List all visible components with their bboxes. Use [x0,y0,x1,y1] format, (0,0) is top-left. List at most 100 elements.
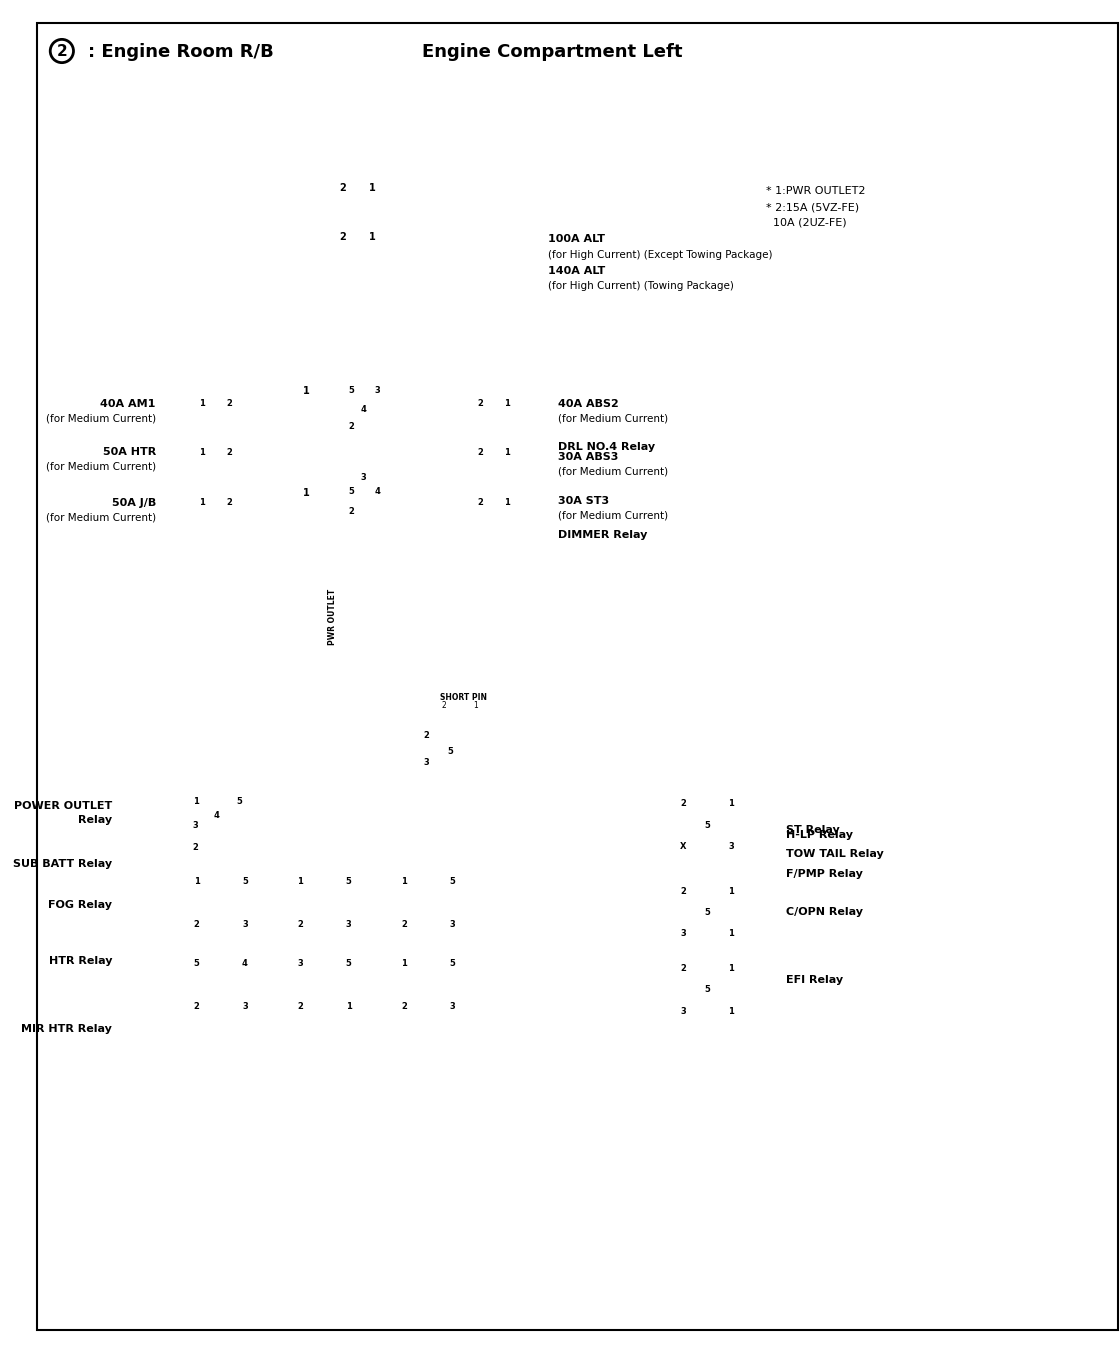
Text: 5: 5 [346,959,352,969]
Text: 1: 1 [474,701,478,709]
Bar [234,954,255,974]
Bar [248,618,301,643]
Text: 5: 5 [704,908,710,917]
Text: 2 30A 1: 2 30A 1 [452,645,483,652]
Text: 1 30A 2: 1 30A 2 [259,628,289,633]
Bar [578,782,781,1034]
Text: 3: 3 [423,758,429,767]
Bar [338,954,360,974]
Bar [343,503,361,520]
Text: 3: 3 [297,959,304,969]
Text: 2
D-C
5A: 2 D-C 5A [317,668,327,685]
Bar [721,794,743,813]
Text: 2: 2 [56,43,67,58]
Text: 2
RADIO
10A: 2 RADIO 10A [343,668,361,685]
Text: DRL NO.4 Relay: DRL NO.4 Relay [558,442,655,452]
Text: 2: 2 [441,701,446,709]
Bar [416,752,437,773]
Bar [672,924,693,943]
Bar [376,612,390,656]
Text: 3: 3 [449,920,455,928]
Bar [393,997,414,1016]
Text: 5: 5 [348,487,355,497]
Bar [160,114,772,1024]
Text: Engine Compartment Left: Engine Compartment Left [422,43,683,61]
Text: 1 20A 2: 1 20A 2 [259,574,289,579]
Bar [345,612,358,656]
Bar [672,1001,693,1022]
Bar [664,786,750,865]
Bar [234,915,255,934]
Bar [361,612,374,656]
Bar [441,687,485,708]
Text: 5: 5 [194,959,199,969]
Bar [248,591,301,616]
Text: 30A ABS3: 30A ABS3 [558,452,618,461]
Text: 2: 2 [339,231,346,242]
Text: 1: 1 [728,800,735,809]
Bar [476,441,497,464]
Bar [295,718,308,767]
Bar [280,372,333,410]
Bar [441,613,495,635]
Text: 100A ALT: 100A ALT [549,234,605,244]
Text: EFI NO.1: EFI NO.1 [455,629,482,635]
Text: 1: 1 [302,488,309,498]
Text: 1: 1 [297,877,304,886]
Bar [664,874,750,951]
Text: 2: 2 [194,920,199,928]
Text: 1: 1 [728,1007,735,1016]
Bar [178,782,263,854]
Text: POWER OUTLET: POWER OUTLET [13,801,112,810]
Bar [501,491,522,514]
Text: SHORT PIN: SHORT PIN [439,693,486,702]
Text: 15A
1: 15A 1 [362,628,373,639]
Text: TOWING: TOWING [455,679,482,685]
Bar [186,997,207,1016]
Text: 3: 3 [728,842,735,851]
Bar [393,915,414,934]
Bar [441,954,463,974]
Text: 3: 3 [242,920,248,928]
Text: 50A HTR: 50A HTR [103,448,156,457]
Bar [248,645,301,670]
Bar [338,871,360,892]
Text: 5: 5 [449,959,456,969]
Text: 3: 3 [680,930,685,938]
Text: 1: 1 [199,399,205,409]
Text: 5A
1: 5A 1 [348,628,355,639]
Text: J2
HOME
10A: J2 HOME 10A [358,668,375,685]
Bar [316,549,349,685]
Text: C/OPN Relay: C/OPN Relay [786,908,862,917]
Bar [195,437,248,467]
Bar [672,959,693,978]
Bar [345,656,358,700]
Bar [721,1001,743,1022]
Text: 2: 2 [297,1003,304,1011]
Bar [248,537,301,560]
Text: 3: 3 [346,920,352,928]
Bar [343,383,361,398]
Text: 1: 1 [728,886,735,896]
Bar [248,564,301,587]
Text: 5: 5 [704,821,710,829]
Bar [338,369,405,433]
Bar [697,981,718,1000]
Text: 1: 1 [504,399,510,409]
Bar [234,871,255,892]
Text: 5: 5 [348,386,355,395]
Text: 1: 1 [194,877,199,886]
Text: 2: 2 [339,183,346,193]
Text: SUB BATT Relay: SUB BATT Relay [13,859,112,869]
Text: 2: 2 [401,1003,407,1011]
Bar [441,871,463,892]
Bar [197,392,220,415]
Text: 2: 2 [348,422,355,430]
Text: 2: 2 [297,920,304,928]
Bar [272,467,412,578]
Text: 30A ST3: 30A ST3 [558,495,609,506]
Text: (for Medium Current): (for Medium Current) [558,510,669,520]
Bar [697,816,718,835]
Bar [197,491,220,514]
Bar [393,709,491,786]
